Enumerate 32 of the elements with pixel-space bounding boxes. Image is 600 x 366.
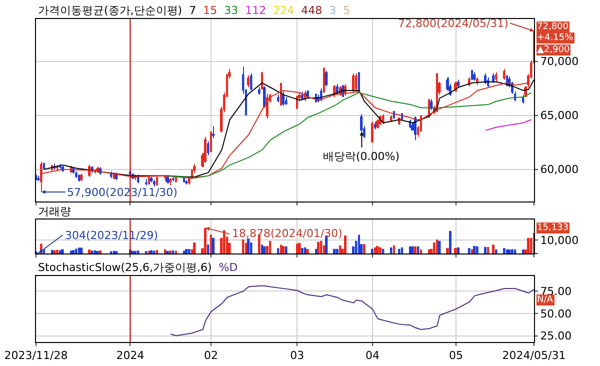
- x-tick-label: 2023/11/28: [4, 349, 68, 362]
- legend-label: 224: [273, 4, 294, 17]
- legend-label: 448: [301, 4, 322, 17]
- series-label: %D: [218, 261, 238, 274]
- x-tick-label: 03: [290, 349, 304, 362]
- x-tick-label: 05: [448, 349, 463, 362]
- text: +4.15%: [537, 33, 574, 43]
- text: ▲2,900: [537, 45, 570, 55]
- annotation: 배당락(0.00%): [323, 150, 400, 163]
- chart-title: 가격이동평균(종가,단순이평): [38, 4, 182, 17]
- y-tick-label: 65,000: [540, 109, 579, 122]
- y-tick-label: 50.00: [540, 307, 572, 320]
- y-tick-label: 10,000: [540, 234, 579, 247]
- chart-title: StochasticSlow(25,6,가중이평,6): [38, 261, 212, 274]
- text: 7: [189, 4, 196, 17]
- y-tick-label: 60,000: [540, 163, 579, 176]
- chart-title: 거래량: [38, 205, 71, 218]
- text: 33: [224, 4, 238, 17]
- x-tick-label: 04: [365, 349, 380, 362]
- legend-label: 5: [343, 4, 350, 17]
- y-tick-label: 70,000: [540, 55, 579, 68]
- x-tick-label: 02: [204, 349, 218, 362]
- annotation: 18,878(2024/01/30): [232, 227, 342, 240]
- y-tick-label: 25.00: [540, 330, 572, 343]
- legend-label: 3: [329, 4, 336, 17]
- text: 72,800: [537, 22, 569, 32]
- x-tick-label: 2024: [116, 349, 144, 362]
- x-tick-label: 2024/05/31: [502, 349, 566, 362]
- text: 15: [203, 4, 218, 17]
- text: 15,133: [537, 223, 568, 233]
- annotation: 72,800(2024/05/31): [398, 17, 508, 30]
- text: 112: [245, 4, 266, 17]
